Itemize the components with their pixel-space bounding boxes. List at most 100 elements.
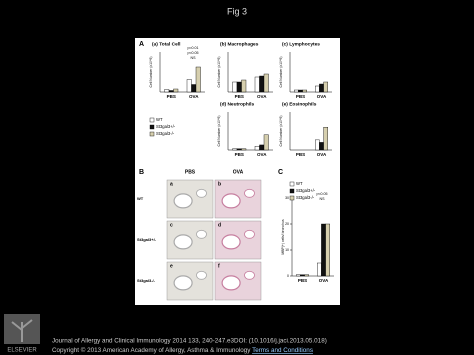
bar [315, 85, 320, 93]
bar [254, 145, 260, 151]
airway [173, 275, 193, 291]
y-axis-label: Cell Number (x10^5) [149, 57, 153, 88]
bar [164, 89, 170, 93]
bar [254, 76, 260, 93]
annotation: p=0.01 [187, 46, 198, 50]
chart-title: (e) Eosinophils [282, 101, 317, 107]
bar [321, 223, 326, 277]
vessel [196, 229, 207, 239]
logo-branches [11, 319, 33, 342]
x-tick-label: PBS [235, 152, 244, 157]
bar [323, 81, 329, 93]
x-tick-label: OVA [257, 94, 267, 99]
x-tick-label: PBS [298, 278, 307, 283]
legend-swatch [149, 117, 155, 123]
vessel [244, 229, 255, 239]
legend-label: WT [296, 181, 303, 186]
y-tick-label: 0 [287, 274, 289, 278]
bar [317, 262, 322, 277]
legend-swatch [149, 131, 155, 137]
legend-label: St3gal3-/- [296, 195, 315, 200]
tile-label: a [170, 181, 173, 187]
bar [263, 73, 269, 93]
bar [232, 81, 238, 93]
legend-swatch [149, 124, 155, 130]
y-axis-label: MBP(+) cells/ bronchus [281, 219, 285, 254]
x-tick-label: OVA [189, 94, 199, 99]
legend-label: WT [156, 117, 163, 122]
vessel [196, 188, 207, 198]
bar [241, 148, 247, 151]
row-label: WT [137, 196, 144, 201]
legend-swatch [289, 181, 295, 187]
citation: Journal of Allergy and Clinical Immunolo… [52, 338, 327, 345]
bar [259, 75, 265, 93]
bar [195, 66, 201, 93]
chart-title: (d) Neutrophils [220, 101, 254, 107]
copyright-text: Copyright © 2013 American Academy of All… [52, 346, 251, 354]
bar [319, 142, 324, 151]
y-axis-label: Cell Number (x10^5) [217, 116, 221, 147]
panel-label: A [139, 41, 144, 48]
bar [302, 89, 308, 93]
tile-label: e [170, 263, 173, 269]
bar [236, 148, 242, 151]
bar [191, 84, 197, 93]
panel-label: B [139, 169, 144, 176]
bar [168, 90, 174, 93]
row-label: St3gal3+/- [137, 237, 157, 242]
x-tick-label: PBS [296, 152, 305, 157]
row-label: St3gal3-/- [137, 278, 156, 283]
bar [241, 79, 247, 93]
column-label: OVA [233, 169, 244, 175]
tile-label: b [218, 181, 221, 187]
bar [263, 134, 269, 151]
bar [173, 88, 179, 93]
terms-link[interactable]: Terms and Conditions [252, 347, 313, 354]
column-label: PBS [185, 169, 196, 175]
x-tick-label: OVA [317, 94, 327, 99]
tile-label: c [170, 222, 173, 228]
tile-label: d [218, 222, 221, 228]
y-tick-label: 20 [285, 222, 289, 226]
legend-label: St3gal3-/- [156, 131, 175, 136]
y-axis-label: Cell Number (x10^5) [217, 57, 221, 88]
chart-title: (b) Macrophages [220, 41, 259, 47]
vessel [244, 188, 255, 198]
bar [296, 274, 301, 277]
legend-swatch [289, 188, 295, 194]
slide-title: Fig 3 [227, 6, 247, 16]
airway [221, 275, 241, 291]
bar [186, 79, 192, 93]
publisher-logo: ELSEVIER [4, 314, 40, 354]
y-axis-label: Cell Number (x10^5) [279, 57, 283, 88]
x-tick-label: PBS [235, 94, 244, 99]
annotation: p<0.05 [316, 192, 327, 196]
annotation: NS [320, 197, 326, 201]
annotation: NS [191, 56, 197, 60]
bar [300, 274, 305, 277]
bar [319, 83, 324, 93]
x-tick-label: OVA [317, 152, 327, 157]
publisher: ELSEVIER [7, 348, 37, 354]
x-tick-label: OVA [319, 278, 329, 283]
bar [236, 81, 242, 93]
vessel [196, 270, 207, 280]
copyright: Copyright © 2013 American Academy of All… [52, 346, 313, 354]
legend-label: St3gal3+/- [296, 188, 316, 193]
legend-label: St3gal3+/- [156, 124, 176, 129]
bar [323, 126, 329, 151]
y-tick-label: 30 [285, 196, 289, 200]
tile-label: f [218, 263, 220, 269]
x-tick-label: PBS [167, 94, 176, 99]
chart-title: (a) Total Cell [152, 41, 180, 47]
airway [173, 193, 193, 209]
airway [221, 234, 241, 250]
chart-title: (c) Lymphocytes [282, 41, 320, 47]
airway [221, 193, 241, 209]
legend-swatch [289, 195, 295, 201]
bar [232, 148, 238, 151]
annotation: p<0.05 [187, 51, 198, 55]
